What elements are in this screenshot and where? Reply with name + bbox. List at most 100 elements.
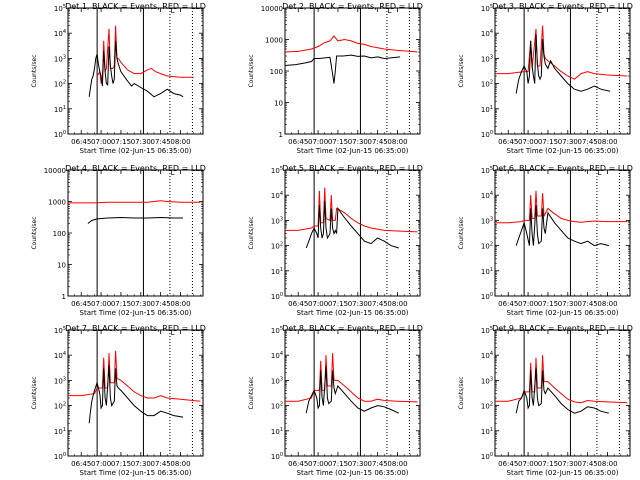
x-tick-label: 07:00 <box>518 460 538 468</box>
legend-mark: L <box>598 7 602 15</box>
chart-title: Det 2, BLACK = Events, RED = LLD <box>282 2 423 11</box>
y-tick-label: 101 <box>271 427 283 436</box>
y-axis-label: Counts/sec <box>31 54 38 87</box>
legend-mark: L <box>598 169 602 177</box>
series-line-lld <box>68 350 201 402</box>
x-tick-label: 07:45 <box>368 460 388 468</box>
x-tick-label: 07:15 <box>538 460 558 468</box>
x-tick-label: 07:45 <box>578 460 598 468</box>
series-line-events <box>284 54 401 84</box>
x-tick-label: 07:15 <box>328 300 348 308</box>
x-tick-label: 07:15 <box>111 138 131 146</box>
x-axis-label: Start Time (02-Jun-15 06:35:00) <box>80 147 192 155</box>
y-tick-label: 104 <box>271 351 283 360</box>
y-tick-label: 102 <box>54 402 66 411</box>
x-tick-label: 07:30 <box>131 138 151 146</box>
series-line-lld <box>284 35 418 53</box>
x-tick-label: 07:00 <box>308 460 328 468</box>
y-tick-label: 103 <box>481 216 493 225</box>
x-tick-label: 07:45 <box>151 300 171 308</box>
y-tick-label: 104 <box>481 191 493 200</box>
y-tick-label: 10 <box>274 100 283 108</box>
y-tick-label: 102 <box>481 242 493 251</box>
legend-mark: L <box>388 169 392 177</box>
y-axis-label: Counts/sec <box>458 54 465 87</box>
y-tick-label: 103 <box>271 376 283 385</box>
plot-frame <box>67 169 204 297</box>
legend-mark: L <box>171 7 175 15</box>
x-tick-label: 07:45 <box>151 460 171 468</box>
x-axis-label: Start Time (02-Jun-15 06:35:00) <box>80 469 192 477</box>
plot-frame <box>494 7 631 135</box>
y-tick-label: 103 <box>481 376 493 385</box>
series-line-events <box>515 205 609 247</box>
y-tick-label: 104 <box>54 29 66 38</box>
y-axis-label: Counts/sec <box>248 376 255 409</box>
y-tick-label: 104 <box>54 351 66 360</box>
y-tick-label: 104 <box>481 351 493 360</box>
legend-mark: L <box>388 7 392 15</box>
series-line-events <box>305 366 400 414</box>
y-tick-label: 103 <box>54 54 66 63</box>
y-axis-label: Counts/sec <box>31 376 38 409</box>
y-axis-label: Counts/sec <box>248 54 255 87</box>
series-line-lld <box>495 355 628 404</box>
plot-frame <box>284 7 421 135</box>
x-tick-label: 08:00 <box>170 300 190 308</box>
x-tick-label: 07:45 <box>368 138 388 146</box>
x-tick-label: 06:45 <box>288 138 308 146</box>
x-tick-label: 07:30 <box>131 460 151 468</box>
x-tick-label: 08:00 <box>387 138 407 146</box>
x-tick-label: 07:45 <box>578 138 598 146</box>
y-tick-label: 102 <box>271 242 283 251</box>
y-tick-label: 100 <box>53 230 66 238</box>
x-tick-label: 06:45 <box>71 460 91 468</box>
y-tick-label: 103 <box>54 376 66 385</box>
x-tick-label: 07:15 <box>111 460 131 468</box>
x-tick-label: 06:45 <box>288 460 308 468</box>
y-tick-label: 100 <box>54 452 66 461</box>
y-tick-label: 105 <box>54 326 66 335</box>
chart-title: Det 7, BLACK = Events, RED = LLD <box>65 324 206 333</box>
x-tick-label: 07:00 <box>91 300 111 308</box>
x-tick-label: 07:00 <box>518 138 538 146</box>
y-tick-label: 1 <box>62 293 66 301</box>
chart-title: Det 4, BLACK = Events, RED = LLD <box>65 164 206 173</box>
x-tick-label: 07:30 <box>131 300 151 308</box>
x-tick-label: 07:15 <box>328 460 348 468</box>
y-tick-label: 100 <box>54 130 66 139</box>
y-tick-label: 105 <box>271 326 283 335</box>
legend-mark: L <box>171 169 175 177</box>
y-axis-label: Counts/sec <box>248 216 255 249</box>
x-tick-label: 06:45 <box>498 460 518 468</box>
y-tick-label: 101 <box>54 427 66 436</box>
y-axis-label: Counts/sec <box>31 216 38 249</box>
x-tick-label: 07:30 <box>558 460 578 468</box>
y-tick-label: 10 <box>57 262 66 270</box>
y-tick-label: 100 <box>481 130 493 139</box>
x-tick-label: 07:45 <box>578 300 598 308</box>
y-tick-label: 105 <box>481 4 493 13</box>
y-tick-label: 102 <box>271 402 283 411</box>
x-tick-label: 08:00 <box>170 138 190 146</box>
y-tick-label: 1 <box>279 131 283 139</box>
x-tick-label: 07:00 <box>518 300 538 308</box>
x-axis-label: Start Time (02-Jun-15 06:35:00) <box>507 309 619 317</box>
x-tick-label: 06:45 <box>288 300 308 308</box>
x-tick-label: 08:00 <box>170 460 190 468</box>
legend-mark: L <box>388 329 392 337</box>
y-tick-label: 100 <box>481 292 493 301</box>
x-tick-label: 07:00 <box>308 300 328 308</box>
y-axis-label: Counts/sec <box>458 216 465 249</box>
series-line-lld <box>495 190 628 224</box>
x-tick-label: 07:15 <box>538 300 558 308</box>
legend-mark: L <box>598 329 602 337</box>
